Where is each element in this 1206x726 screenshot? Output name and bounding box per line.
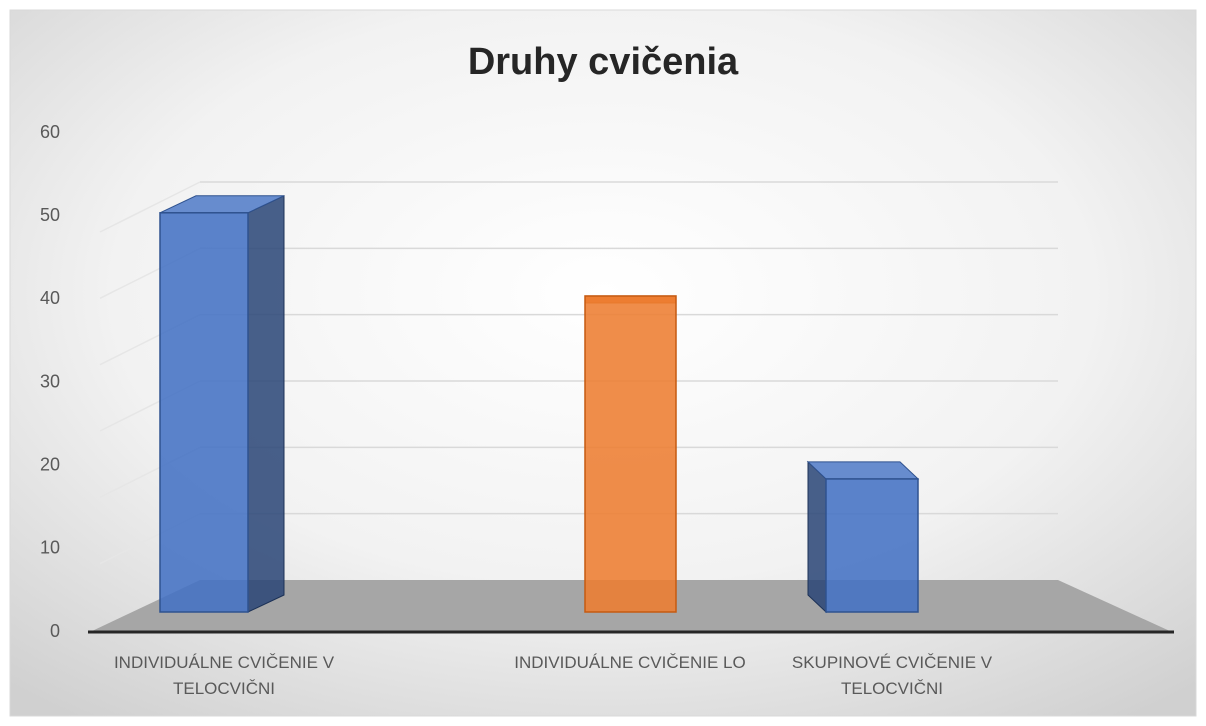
grid-line-side: [99, 181, 201, 233]
bar: [159, 212, 249, 613]
x-tick-label: INDIVIDUÁLNE CVIČENIE LO: [514, 653, 746, 672]
y-tick-label: 0: [50, 621, 60, 641]
y-tick-label: 30: [40, 371, 60, 391]
y-tick-label: 40: [40, 288, 60, 308]
y-tick-label: 10: [40, 538, 60, 558]
bar: [825, 478, 919, 613]
y-tick-label: 50: [40, 205, 60, 225]
chart-title: Druhy cvičenia: [468, 41, 739, 83]
bar-top: [806, 461, 920, 480]
x-tick-label: INDIVIDUÁLNE CVIČENIE V TELOCVIČNI: [113, 653, 335, 698]
bar-side: [807, 460, 827, 614]
bar-side: [247, 195, 285, 613]
y-tick-label: 60: [40, 122, 60, 142]
x-tick-label: SKUPINOVÉ CVIČENIE V TELOCVIČNI: [791, 653, 993, 698]
bar: [584, 295, 677, 613]
y-tick-label: 20: [40, 454, 60, 474]
